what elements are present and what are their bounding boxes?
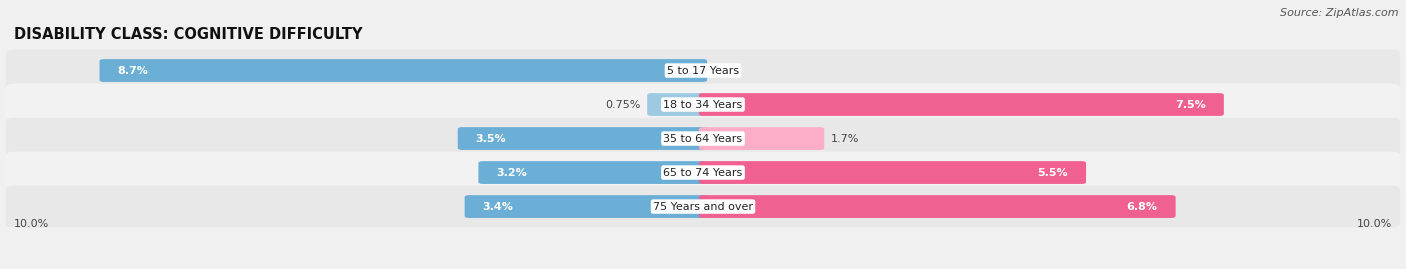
FancyBboxPatch shape bbox=[699, 195, 1175, 218]
Text: 65 to 74 Years: 65 to 74 Years bbox=[664, 168, 742, 178]
Text: 6.8%: 6.8% bbox=[1126, 201, 1157, 211]
Text: 10.0%: 10.0% bbox=[1357, 219, 1392, 229]
Text: 3.5%: 3.5% bbox=[475, 133, 506, 144]
Text: 5.5%: 5.5% bbox=[1038, 168, 1069, 178]
Text: 0.0%: 0.0% bbox=[713, 66, 741, 76]
FancyBboxPatch shape bbox=[699, 127, 824, 150]
Text: 7.5%: 7.5% bbox=[1175, 100, 1206, 109]
Text: 0.75%: 0.75% bbox=[606, 100, 641, 109]
Text: 1.7%: 1.7% bbox=[831, 133, 859, 144]
Text: 35 to 64 Years: 35 to 64 Years bbox=[664, 133, 742, 144]
Text: Source: ZipAtlas.com: Source: ZipAtlas.com bbox=[1281, 8, 1399, 18]
Text: 75 Years and over: 75 Years and over bbox=[652, 201, 754, 211]
FancyBboxPatch shape bbox=[464, 195, 707, 218]
FancyBboxPatch shape bbox=[100, 59, 707, 82]
FancyBboxPatch shape bbox=[6, 118, 1400, 160]
FancyBboxPatch shape bbox=[647, 93, 707, 116]
FancyBboxPatch shape bbox=[478, 161, 707, 184]
Text: 8.7%: 8.7% bbox=[117, 66, 148, 76]
FancyBboxPatch shape bbox=[458, 127, 707, 150]
FancyBboxPatch shape bbox=[699, 93, 1223, 116]
Text: 3.4%: 3.4% bbox=[482, 201, 513, 211]
FancyBboxPatch shape bbox=[6, 49, 1400, 91]
FancyBboxPatch shape bbox=[6, 84, 1400, 125]
Text: 5 to 17 Years: 5 to 17 Years bbox=[666, 66, 740, 76]
FancyBboxPatch shape bbox=[6, 186, 1400, 228]
Text: 3.2%: 3.2% bbox=[496, 168, 527, 178]
Text: 18 to 34 Years: 18 to 34 Years bbox=[664, 100, 742, 109]
FancyBboxPatch shape bbox=[699, 161, 1085, 184]
Text: 10.0%: 10.0% bbox=[14, 219, 49, 229]
Text: DISABILITY CLASS: COGNITIVE DIFFICULTY: DISABILITY CLASS: COGNITIVE DIFFICULTY bbox=[14, 27, 363, 42]
FancyBboxPatch shape bbox=[6, 152, 1400, 193]
